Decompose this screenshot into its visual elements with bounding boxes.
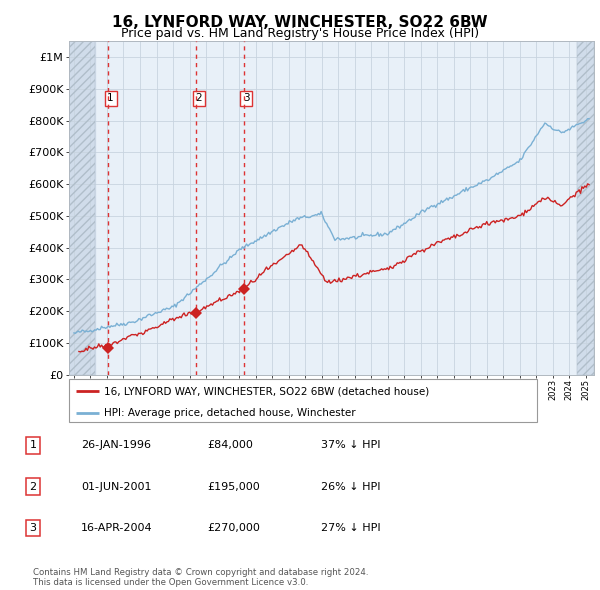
Text: Contains HM Land Registry data © Crown copyright and database right 2024.
This d: Contains HM Land Registry data © Crown c… (33, 568, 368, 587)
Text: Price paid vs. HM Land Registry's House Price Index (HPI): Price paid vs. HM Land Registry's House … (121, 27, 479, 40)
Text: 2: 2 (196, 93, 202, 103)
Text: 1: 1 (29, 441, 37, 450)
Text: 3: 3 (243, 93, 250, 103)
Text: 27% ↓ HPI: 27% ↓ HPI (321, 523, 380, 533)
Text: 1: 1 (107, 93, 114, 103)
Text: £270,000: £270,000 (207, 523, 260, 533)
Text: HPI: Average price, detached house, Winchester: HPI: Average price, detached house, Winc… (104, 408, 356, 418)
Text: 3: 3 (29, 523, 37, 533)
Text: 01-JUN-2001: 01-JUN-2001 (81, 482, 151, 491)
Text: £84,000: £84,000 (207, 441, 253, 450)
Text: 16-APR-2004: 16-APR-2004 (81, 523, 152, 533)
FancyBboxPatch shape (69, 379, 537, 422)
Text: 2: 2 (29, 482, 37, 491)
Text: 26% ↓ HPI: 26% ↓ HPI (321, 482, 380, 491)
Text: 37% ↓ HPI: 37% ↓ HPI (321, 441, 380, 450)
Text: 16, LYNFORD WAY, WINCHESTER, SO22 6BW: 16, LYNFORD WAY, WINCHESTER, SO22 6BW (112, 15, 488, 30)
Text: 26-JAN-1996: 26-JAN-1996 (81, 441, 151, 450)
Text: 16, LYNFORD WAY, WINCHESTER, SO22 6BW (detached house): 16, LYNFORD WAY, WINCHESTER, SO22 6BW (d… (104, 386, 430, 396)
Text: £195,000: £195,000 (207, 482, 260, 491)
